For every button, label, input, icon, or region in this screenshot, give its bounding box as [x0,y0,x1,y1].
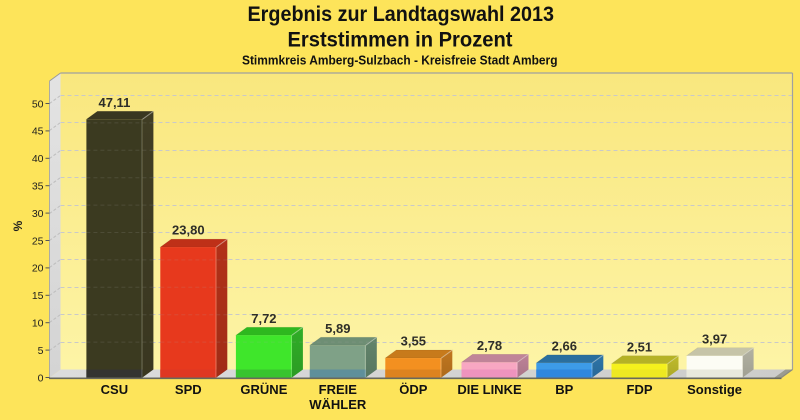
svg-text:35: 35 [32,181,44,193]
svg-text:2,66: 2,66 [552,339,577,354]
svg-text:2,78: 2,78 [477,338,502,353]
svg-text:Sonstige: Sonstige [687,382,742,397]
svg-text:10: 10 [32,318,44,330]
svg-text:45: 45 [32,126,44,138]
svg-text:5,89: 5,89 [325,321,350,336]
svg-text:2,51: 2,51 [627,339,652,354]
svg-text:WÄHLER: WÄHLER [309,397,367,412]
svg-text:DIE LINKE: DIE LINKE [457,382,522,397]
svg-text:BP: BP [555,382,573,397]
svg-text:Stimmkreis Amberg-Sulzbach - K: Stimmkreis Amberg-Sulzbach - Kreisfreie … [242,53,558,67]
svg-text:Erststimmen in Prozent: Erststimmen in Prozent [288,28,513,52]
svg-text:50: 50 [32,98,44,110]
svg-text:ÖDP: ÖDP [399,382,428,397]
svg-text:5: 5 [38,345,44,357]
svg-text:%: % [11,220,25,231]
svg-text:25: 25 [32,235,44,247]
svg-text:3,97: 3,97 [702,331,727,346]
svg-text:FREIE: FREIE [319,382,358,397]
svg-text:Ergebnis zur Landtagswahl 2013: Ergebnis zur Landtagswahl 2013 [248,2,555,26]
svg-text:0: 0 [38,372,44,384]
svg-text:GRÜNE: GRÜNE [240,382,287,397]
svg-text:CSU: CSU [101,382,128,397]
svg-text:15: 15 [32,290,44,302]
svg-text:40: 40 [32,153,44,165]
svg-text:23,80: 23,80 [172,223,205,238]
svg-text:SPD: SPD [175,382,202,397]
svg-text:47,11: 47,11 [98,95,130,110]
svg-text:3,55: 3,55 [401,334,426,349]
svg-text:7,72: 7,72 [251,311,276,326]
svg-text:FDP: FDP [627,382,653,397]
svg-text:30: 30 [32,208,44,220]
svg-text:20: 20 [32,263,44,275]
